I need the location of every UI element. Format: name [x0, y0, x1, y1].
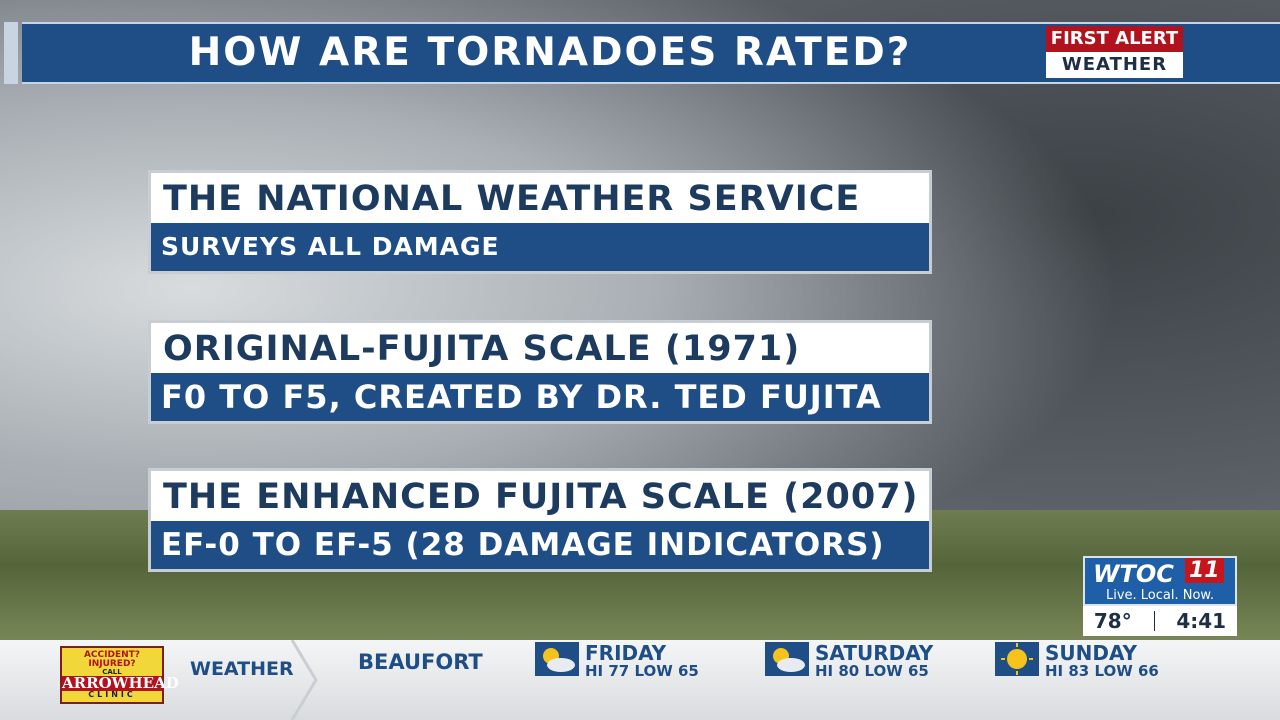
forecast-detail: HI 80 LOW 65	[815, 662, 929, 680]
weather-icon	[765, 642, 809, 676]
temperature: 78°	[1093, 609, 1132, 633]
slogan: Live. Local. Now.	[1105, 588, 1215, 603]
badge-top: FIRST ALERT	[1046, 26, 1183, 52]
forecast-day: FRIDAY	[585, 641, 667, 665]
card-title: ORIGINAL-FUJITA SCALE (1971)	[151, 323, 929, 373]
sun-cloud	[543, 648, 575, 672]
sponsor-line: ARROWHEAD	[62, 674, 179, 692]
badge-bottom: WEATHER	[1046, 52, 1183, 78]
logo-channel: 11	[1185, 558, 1224, 583]
time: 4:41	[1176, 609, 1227, 633]
forecast-detail: HI 83 LOW 66	[1045, 662, 1159, 680]
logo-text: WTOC	[1093, 560, 1174, 588]
card-subtitle: EF-0 TO EF-5 (28 DAMAGE INDICATORS)	[151, 521, 929, 569]
weather-icon	[535, 642, 579, 676]
sponsor-line: CALL	[102, 668, 122, 676]
header-strip	[4, 22, 18, 84]
weather-icon	[995, 642, 1039, 676]
sponsor: ACCIDENT? INJURED? CALL ARROWHEAD CLINIC	[60, 646, 179, 704]
station-logo: WTOC 11 Live. Local. Now. 78° 4:41	[1083, 556, 1237, 636]
sponsor-line: CLINIC	[88, 690, 136, 699]
forecast-day: SUNDAY	[1045, 641, 1138, 665]
card: THE NATIONAL WEATHER SERVICE SURVEYS ALL…	[148, 170, 932, 274]
card-title: THE NATIONAL WEATHER SERVICE	[151, 173, 929, 223]
ticker-label: WEATHER	[190, 658, 294, 680]
ticker: ACCIDENT? INJURED? CALL ARROWHEAD CLINIC…	[0, 640, 1280, 720]
divider	[1153, 611, 1155, 631]
sun-cloud	[773, 648, 805, 672]
card-title: THE ENHANCED FUJITA SCALE (2007)	[151, 471, 929, 521]
forecast-detail: HI 77 LOW 65	[585, 662, 699, 680]
forecast-day: SATURDAY	[815, 641, 934, 665]
chevron	[290, 640, 318, 720]
location: BEAUFORT	[358, 650, 483, 674]
card-subtitle: F0 TO F5, CREATED BY DR. TED FUJITA	[151, 373, 929, 421]
card: THE ENHANCED FUJITA SCALE (2007) EF-0 TO…	[148, 468, 932, 572]
sponsor-line: ACCIDENT? INJURED?	[83, 650, 141, 669]
card-subtitle: SURVEYS ALL DAMAGE	[151, 223, 929, 271]
card: ORIGINAL-FUJITA SCALE (1971) F0 TO F5, C…	[148, 320, 932, 424]
sun	[1001, 643, 1033, 675]
title: HOW ARE TORNADOES RATED?	[188, 30, 912, 75]
